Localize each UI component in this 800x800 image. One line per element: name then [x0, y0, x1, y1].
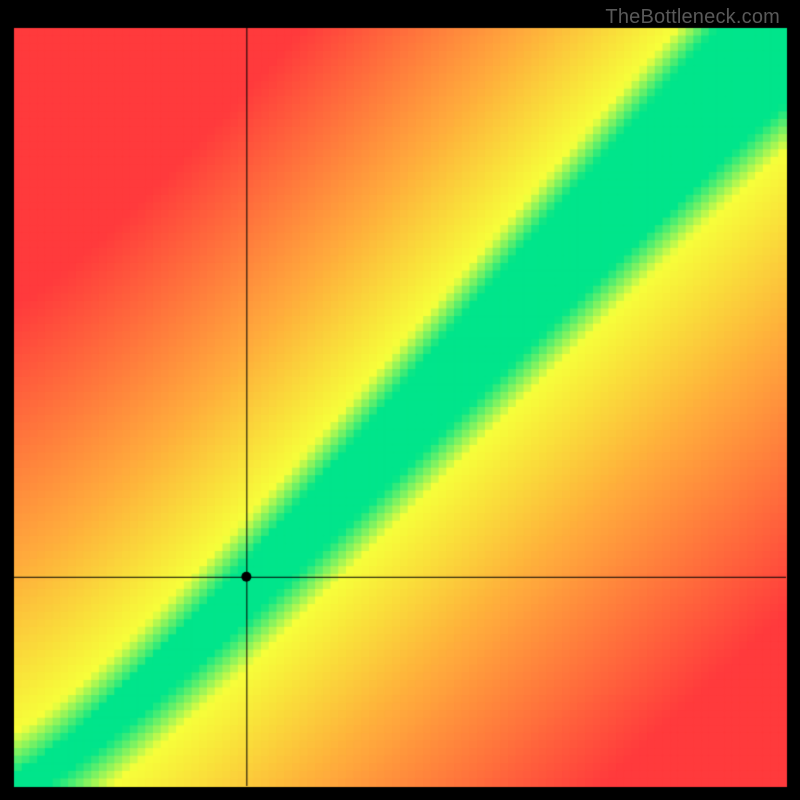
- bottleneck-heatmap: [0, 0, 800, 800]
- watermark-label: TheBottleneck.com: [605, 6, 780, 29]
- chart-container: TheBottleneck.com: [0, 0, 800, 800]
